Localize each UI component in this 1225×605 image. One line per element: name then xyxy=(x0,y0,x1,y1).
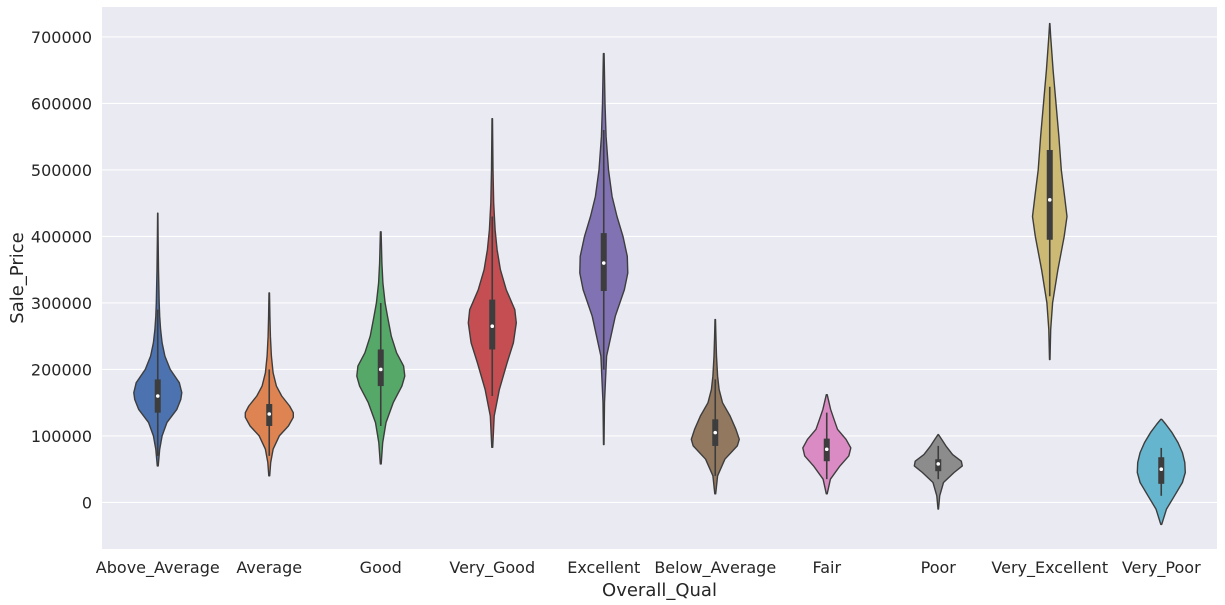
violin-very-excellent xyxy=(1031,22,1068,361)
y-tick-label: 300000 xyxy=(31,294,92,313)
violin-above-average xyxy=(133,212,183,467)
violin-fair xyxy=(802,394,852,495)
violins xyxy=(133,22,1186,526)
y-tick-label: 200000 xyxy=(31,360,92,379)
violin-median-point xyxy=(267,412,272,416)
y-tick-label: 700000 xyxy=(31,28,92,47)
x-tick-label: Average xyxy=(236,558,302,577)
y-tick-label: 400000 xyxy=(31,227,92,246)
y-tick-label: 600000 xyxy=(31,94,92,113)
violin-very-poor xyxy=(1136,418,1186,526)
x-tick-label: Very_Poor xyxy=(1122,558,1201,578)
violin-median-point xyxy=(824,447,829,452)
violin-excellent xyxy=(579,52,629,446)
x-tick-label: Very_Good xyxy=(449,558,535,578)
violin-median-point xyxy=(713,430,718,435)
x-tick-label: Poor xyxy=(921,558,957,577)
violin-average xyxy=(244,292,294,477)
y-tick-label: 500000 xyxy=(31,161,92,180)
x-tick-labels: Above_Average Average Good Very_Good Excelle… xyxy=(96,558,1201,578)
x-tick-label: Above_Average xyxy=(96,558,220,578)
violin-median-point xyxy=(1159,467,1164,471)
x-tick-label: Good xyxy=(360,558,402,577)
violin-median-point xyxy=(378,367,383,372)
x-tick-label: Below_Average xyxy=(654,558,776,578)
violin-median-point xyxy=(936,462,941,466)
y-tick-label: 100000 xyxy=(31,427,92,446)
violin-good xyxy=(356,231,406,465)
y-tick-labels: 0 100000 200000 300000 400000 500000 600000 700… xyxy=(31,28,92,513)
plot-background xyxy=(102,7,1217,549)
violin-below-average xyxy=(690,318,740,495)
grid-lines xyxy=(102,36,1217,504)
violin-median-point xyxy=(1047,198,1052,202)
y-axis-title: Sale_Price xyxy=(7,232,28,323)
violin-poor xyxy=(913,433,963,510)
y-tick-label: 0 xyxy=(82,493,92,512)
violin-median-point xyxy=(601,261,606,265)
x-axis-title: Overall_Qual xyxy=(602,580,717,601)
x-tick-label: Excellent xyxy=(567,558,640,577)
violin-median-point xyxy=(155,394,160,398)
violin-iqr-box xyxy=(1046,149,1053,240)
violin-median-point xyxy=(490,324,495,329)
violin-very-good xyxy=(467,118,517,448)
x-tick-label: Very_Excellent xyxy=(991,558,1108,578)
x-tick-label: Fair xyxy=(812,558,841,577)
